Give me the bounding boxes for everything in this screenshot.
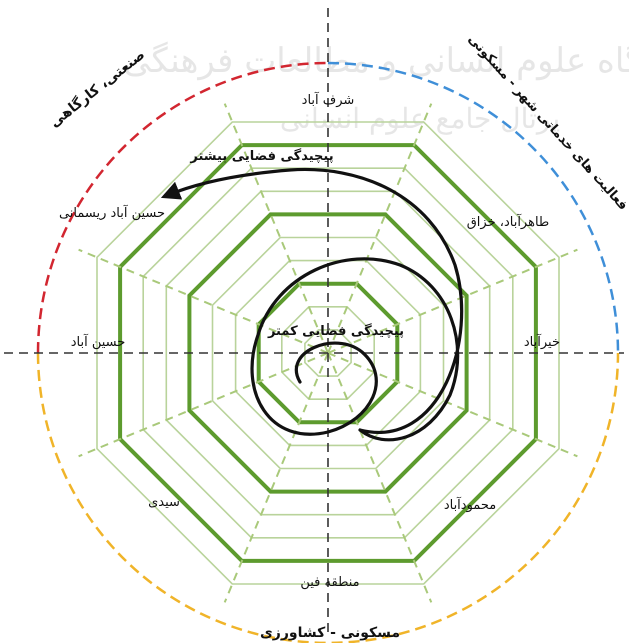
dark-ring <box>187 212 469 494</box>
industrial-arc <box>36 61 329 354</box>
label-south-east: محمودآباد <box>444 496 496 513</box>
radar-spoke <box>327 352 433 603</box>
label-north: شرف آباد <box>302 91 355 108</box>
less-complexity-label: پیچیدگی فضایی کمتر <box>267 323 404 339</box>
label-south-west: سیدی <box>148 495 180 510</box>
label-west: حسین آباد <box>71 333 126 350</box>
complexity-spiral-arrow <box>168 167 464 442</box>
services-residential-arc <box>327 61 620 354</box>
light-ring <box>96 121 560 585</box>
label-east: خیرآباد <box>524 333 560 350</box>
more-complexity-label: پیچیدگی فضایی بیشتر <box>189 148 333 164</box>
radar-spoke <box>327 248 578 354</box>
residential-agricultural-arc <box>36 352 620 643</box>
radar-spoke <box>327 352 578 458</box>
radar-spoke <box>223 103 329 354</box>
label-north-west: حسین آباد ریسمانی <box>59 204 165 221</box>
industrial-arc-label: صنعتی، کارگاهی <box>46 46 148 131</box>
light-ring <box>211 236 445 470</box>
radar-spoke <box>78 352 329 458</box>
radar-spoke <box>223 352 329 603</box>
radar-spoke <box>327 103 433 354</box>
radar-spokes <box>78 103 578 603</box>
label-north-east: طاهرآباد، خزاق <box>467 213 550 230</box>
label-south: منطقه فین <box>300 575 359 590</box>
watermark-line-1: پژوهشگاه علوم انسانی و مطالعات فرهنگی <box>123 41 629 81</box>
light-ring <box>304 329 352 377</box>
residential-agricultural-arc-label: مسکونی - کشاورزی <box>260 625 400 641</box>
radar-spoke <box>78 248 329 354</box>
